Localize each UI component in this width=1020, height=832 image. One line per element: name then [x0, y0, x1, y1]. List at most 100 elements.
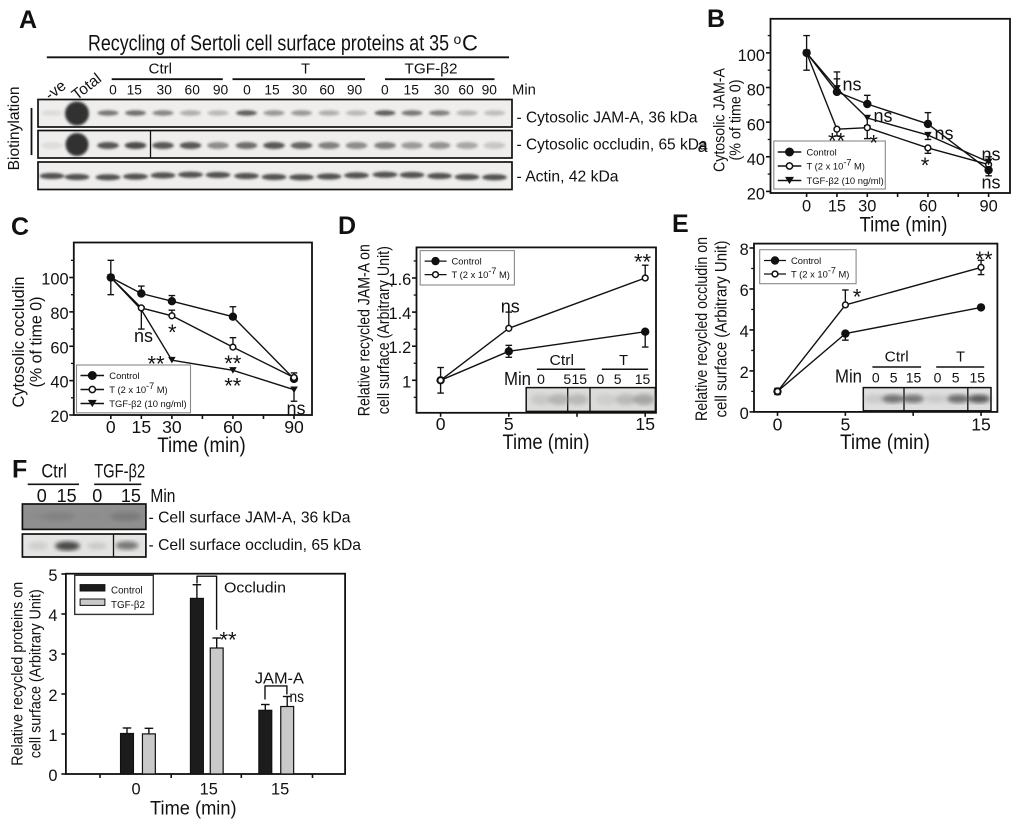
svg-text:3: 3 [48, 647, 57, 665]
svg-text:Cytosolic occludin: Cytosolic occludin [9, 277, 28, 408]
svg-text:0: 0 [106, 417, 116, 437]
svg-text:Min: Min [835, 367, 862, 387]
svg-text:Time (min): Time (min) [860, 213, 948, 237]
svg-text:60: 60 [223, 417, 243, 437]
svg-text:Time (min): Time (min) [840, 431, 930, 454]
svg-text:ns: ns [874, 106, 893, 126]
svg-text:30: 30 [292, 82, 308, 97]
svg-text:A: A [19, 6, 37, 34]
svg-text:Ctrl: Ctrl [41, 462, 67, 483]
svg-text:1.2: 1.2 [389, 339, 412, 357]
svg-text:15: 15 [132, 417, 152, 437]
svg-text:0: 0 [872, 370, 880, 386]
svg-text:ns: ns [134, 326, 153, 346]
svg-text:- Cell surface JAM-A, 36 kDa: - Cell surface JAM-A, 36 kDa [149, 509, 351, 526]
svg-text:*: * [168, 320, 177, 345]
svg-text:0: 0 [48, 767, 57, 785]
svg-text:8: 8 [740, 241, 749, 259]
svg-text:15: 15 [121, 486, 141, 506]
svg-text:**: ** [224, 374, 242, 399]
svg-text:60: 60 [919, 198, 937, 216]
svg-text:90: 90 [482, 82, 498, 97]
svg-text:40: 40 [747, 151, 765, 169]
svg-text:15: 15 [57, 486, 77, 506]
svg-text:0: 0 [37, 486, 47, 506]
svg-text:- Actin, 42 kDa: - Actin, 42 kDa [517, 169, 619, 186]
svg-text:Control: Control [111, 586, 143, 597]
svg-text:60: 60 [458, 82, 474, 97]
svg-text:0: 0 [381, 82, 389, 97]
svg-text:90: 90 [347, 82, 363, 97]
svg-text:JAM-A: JAM-A [255, 671, 305, 688]
svg-text:TGF-β2 (10 ng/ml): TGF-β2 (10 ng/ml) [109, 398, 186, 409]
svg-text:15: 15 [828, 198, 846, 216]
svg-text:15: 15 [127, 82, 143, 97]
svg-text:Ctrl: Ctrl [550, 353, 575, 369]
svg-text:30: 30 [162, 417, 182, 437]
svg-text:cell surface (Arbitrary Unit): cell surface (Arbitrary Unit) [713, 241, 731, 418]
svg-text:TGF-β2: TGF-β2 [405, 62, 458, 78]
svg-text:5: 5 [840, 415, 850, 435]
svg-text:0: 0 [436, 414, 446, 434]
svg-text:**: ** [828, 129, 846, 154]
svg-text:60: 60 [747, 116, 765, 134]
svg-text:Occludin: Occludin [224, 580, 286, 596]
svg-text:0: 0 [597, 371, 605, 387]
svg-text:**: ** [224, 351, 242, 376]
svg-text:ns: ns [287, 398, 306, 418]
svg-text:ns: ns [290, 689, 305, 706]
svg-text:15: 15 [404, 82, 420, 97]
svg-text:ns: ns [501, 297, 520, 317]
svg-text:E: E [672, 210, 689, 238]
svg-text:15: 15 [572, 371, 588, 387]
svg-text:TGF-β2: TGF-β2 [111, 600, 145, 611]
svg-text:15: 15 [906, 370, 922, 386]
svg-text:Time (min): Time (min) [157, 433, 246, 457]
svg-text:20: 20 [747, 186, 765, 204]
svg-text:cell surface (Arbitrary Unit): cell surface (Arbitrary Unit) [28, 589, 45, 758]
svg-text:ns: ns [982, 172, 1001, 192]
svg-text:2: 2 [740, 364, 749, 382]
svg-text:Control: Control [109, 370, 139, 381]
svg-text:Min: Min [504, 369, 531, 389]
svg-text:5: 5 [563, 371, 571, 387]
svg-text:ns: ns [982, 144, 1001, 164]
svg-text:30: 30 [434, 82, 450, 97]
svg-text:B: B [707, 5, 725, 33]
svg-text:0: 0 [740, 405, 749, 423]
svg-text:0: 0 [109, 82, 117, 97]
svg-text:T: T [301, 62, 310, 78]
svg-text:0: 0 [537, 371, 545, 387]
svg-text:0: 0 [773, 415, 783, 435]
svg-text:(% of time 0): (% of time 0) [27, 297, 46, 388]
svg-text:20: 20 [50, 408, 68, 426]
svg-text:Control: Control [791, 255, 821, 266]
svg-text:Control: Control [452, 255, 482, 266]
svg-text:1.4: 1.4 [389, 305, 412, 323]
svg-text:T: T [956, 350, 965, 366]
svg-text:Ctrl: Ctrl [885, 350, 909, 366]
svg-text:D: D [338, 212, 356, 240]
svg-text:o: o [454, 31, 462, 47]
svg-text:15: 15 [971, 415, 991, 435]
svg-text:Min: Min [150, 485, 175, 506]
svg-text:**: ** [219, 627, 237, 652]
svg-text:ns: ns [843, 75, 862, 95]
svg-text:0: 0 [934, 370, 942, 386]
svg-text:0: 0 [92, 486, 102, 506]
svg-text:5: 5 [614, 371, 622, 387]
svg-text:1: 1 [402, 373, 411, 391]
svg-text:ns: ns [935, 124, 954, 144]
svg-text:Biotinylation: Biotinylation [6, 86, 23, 170]
svg-text:30: 30 [157, 82, 173, 97]
svg-text:Control: Control [807, 146, 837, 157]
svg-text:6: 6 [740, 282, 749, 300]
svg-text:F: F [12, 456, 27, 484]
svg-text:30: 30 [858, 198, 876, 216]
svg-text:15: 15 [635, 371, 651, 387]
svg-text:90: 90 [284, 417, 304, 437]
svg-text:1.6: 1.6 [389, 271, 412, 289]
svg-text:0: 0 [131, 780, 140, 798]
svg-text:*: * [853, 284, 862, 309]
svg-text:C: C [462, 31, 478, 56]
